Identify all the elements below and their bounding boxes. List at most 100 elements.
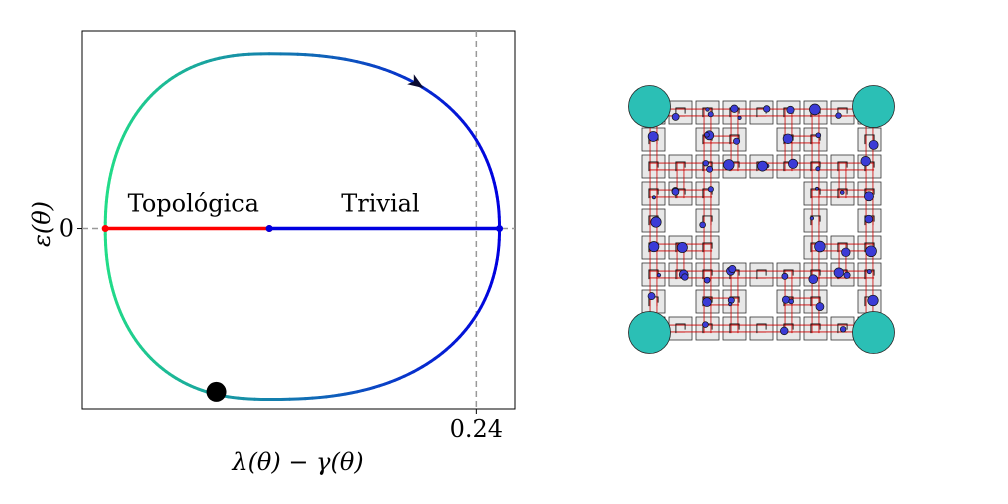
corner-circle [628, 85, 671, 128]
segment-endpoint [496, 225, 504, 233]
site-circle [843, 271, 851, 279]
segment-endpoint [101, 225, 109, 233]
site-circle [808, 274, 819, 284]
site-circle [681, 273, 689, 281]
site-circle [671, 112, 680, 121]
site-circle [782, 133, 794, 145]
site-circle [763, 105, 771, 113]
cell-bond [702, 215, 713, 226]
site-circle [839, 190, 845, 195]
site-circle [815, 132, 822, 139]
lattice-cell [830, 154, 855, 179]
cell-bond [810, 161, 821, 172]
lattice-cell [722, 316, 747, 341]
lattice-cell [695, 316, 720, 341]
lattice-cell [803, 154, 828, 179]
cell-bond [837, 323, 848, 334]
lattice-cell [695, 262, 720, 287]
site-circle [860, 156, 871, 167]
site-circle [699, 221, 706, 229]
site-circle [707, 186, 714, 193]
site-circle [656, 272, 662, 278]
lattice-cell [749, 100, 774, 125]
site-circle [865, 245, 877, 258]
site-circle [864, 214, 874, 224]
cell-bond [702, 242, 713, 253]
cell-bond [837, 107, 848, 118]
axis-ticks: 0.24 0 [59, 215, 503, 443]
cell-bond [675, 107, 686, 118]
lattice-cell [668, 100, 693, 125]
site-circle [702, 160, 710, 167]
annotation-trivial: Trivial [341, 189, 419, 217]
cell-bond [675, 323, 686, 334]
lattice-cell [668, 154, 693, 179]
direction-arrow [407, 74, 424, 89]
site-circle [705, 107, 710, 112]
site-circle [707, 111, 714, 118]
lattice-cell [803, 127, 828, 152]
lattice-cell [695, 208, 720, 233]
lattice-cell [695, 154, 720, 179]
site-circle [704, 132, 710, 138]
site-circle [809, 216, 815, 221]
site-circle [702, 321, 709, 328]
site-circle [647, 292, 656, 300]
lattice-cell [641, 262, 666, 287]
site-circle [728, 302, 733, 307]
site-circle [728, 265, 737, 273]
cell-bond [756, 323, 767, 334]
lattice-cell [803, 181, 828, 206]
lattice-cell [803, 289, 828, 314]
site-circle [866, 269, 872, 275]
cell-bond [837, 242, 848, 253]
site-circle [841, 247, 851, 257]
site-circle [651, 195, 656, 200]
site-circle [781, 295, 790, 304]
state-marker [206, 381, 227, 402]
corner-circle [852, 311, 895, 354]
cell-bond [729, 323, 740, 334]
cell-bond [810, 323, 821, 334]
corner-circle [852, 85, 895, 128]
site-circle [788, 298, 794, 305]
cell-bond [837, 161, 848, 172]
cell-bond [810, 269, 821, 280]
site-circle [780, 326, 789, 336]
site-circle [868, 139, 879, 150]
site-circle [676, 242, 688, 253]
y-tick-label: 0 [59, 215, 74, 243]
phase-diagram-chart: 0.24 0 Topológica Trivial λ(θ) − γ(θ) ε(θ… [28, 30, 516, 476]
x-axis-label: λ(θ) − γ(θ) [231, 448, 363, 476]
lattice-cell [641, 181, 666, 206]
cell-bond [729, 134, 740, 145]
site-circle [737, 115, 742, 120]
site-circle [706, 165, 714, 173]
site-circle [788, 158, 799, 169]
site-circle [864, 191, 874, 202]
site-circle [723, 159, 735, 171]
site-circle [757, 160, 768, 172]
cell-bond [648, 161, 659, 172]
lattice-cell [668, 316, 693, 341]
site-circle [650, 216, 662, 228]
cell-bond [810, 296, 821, 307]
site-circle [815, 166, 821, 172]
cell-bond [864, 134, 875, 145]
lattice-cell [857, 262, 882, 287]
corner-circle [628, 311, 671, 354]
site-circle [839, 326, 847, 333]
lattice-cell [803, 316, 828, 341]
site-circle [671, 188, 680, 196]
y-axis-label: ε(θ) [28, 201, 56, 247]
site-circle [727, 296, 735, 304]
cell-bond [810, 134, 821, 145]
site-circle [815, 186, 819, 191]
site-circle [814, 240, 826, 253]
cell-bond [648, 269, 659, 280]
cell-bond [648, 188, 659, 199]
site-circle [786, 105, 795, 115]
lattice-cell [641, 154, 666, 179]
site-circle [730, 104, 739, 113]
